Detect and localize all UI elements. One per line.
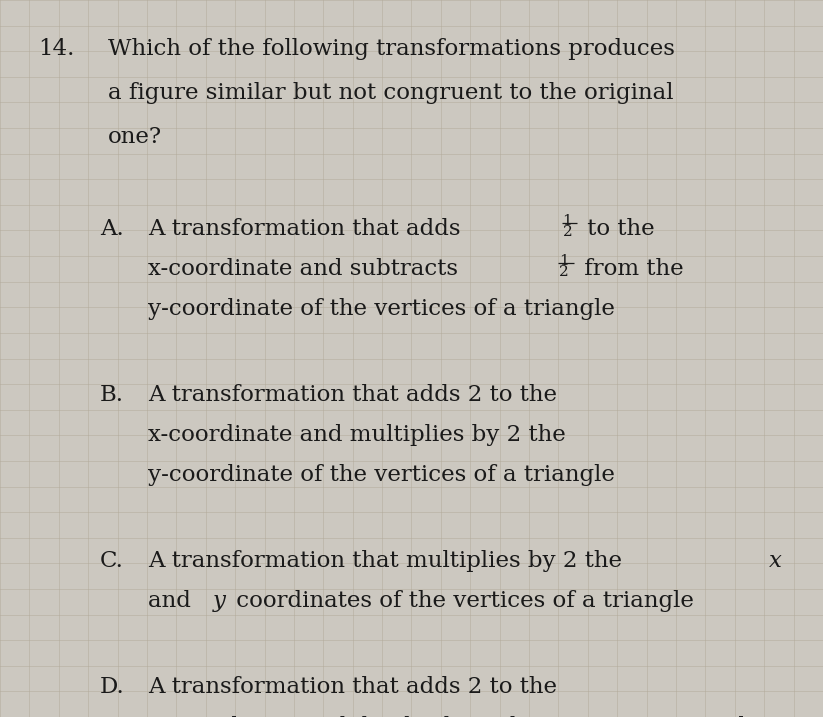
- Text: and: and: [148, 590, 198, 612]
- Text: A.: A.: [100, 218, 123, 240]
- Text: x-coordinate and multiplies by 2 the: x-coordinate and multiplies by 2 the: [148, 424, 565, 446]
- Text: 1: 1: [563, 214, 572, 228]
- Text: -coordinate: -coordinate: [672, 716, 803, 717]
- Text: B.: B.: [100, 384, 124, 406]
- Text: coordinates of the vertices of a triangle: coordinates of the vertices of a triangl…: [230, 590, 694, 612]
- Text: y: y: [212, 590, 226, 612]
- Text: to the: to the: [580, 218, 655, 240]
- Text: y-coordinate of the vertices of a triangle: y-coordinate of the vertices of a triang…: [148, 298, 615, 320]
- Text: y: y: [655, 716, 668, 717]
- Text: -coordinate and divides by 2 the: -coordinate and divides by 2 the: [165, 716, 545, 717]
- Text: a figure similar but not congruent to the original: a figure similar but not congruent to th…: [108, 82, 673, 104]
- Text: from the: from the: [577, 258, 684, 280]
- Text: D.: D.: [100, 676, 125, 698]
- Text: 1: 1: [560, 254, 570, 268]
- Text: one?: one?: [108, 126, 162, 148]
- Text: 14.: 14.: [38, 38, 74, 60]
- Text: A transformation that multiplies by 2 the: A transformation that multiplies by 2 th…: [148, 550, 630, 572]
- Text: C.: C.: [100, 550, 124, 572]
- Text: y-coordinate of the vertices of a triangle: y-coordinate of the vertices of a triang…: [148, 464, 615, 486]
- Text: A transformation that adds 2 to the: A transformation that adds 2 to the: [148, 384, 557, 406]
- Text: x-coordinate and subtracts: x-coordinate and subtracts: [148, 258, 465, 280]
- Text: x: x: [769, 550, 782, 572]
- Text: 2: 2: [560, 265, 570, 279]
- Text: A transformation that adds: A transformation that adds: [148, 218, 467, 240]
- Text: x: x: [148, 716, 160, 717]
- Text: A transformation that adds 2 to the: A transformation that adds 2 to the: [148, 676, 557, 698]
- Text: Which of the following transformations produces: Which of the following transformations p…: [108, 38, 675, 60]
- Text: 2: 2: [563, 225, 572, 239]
